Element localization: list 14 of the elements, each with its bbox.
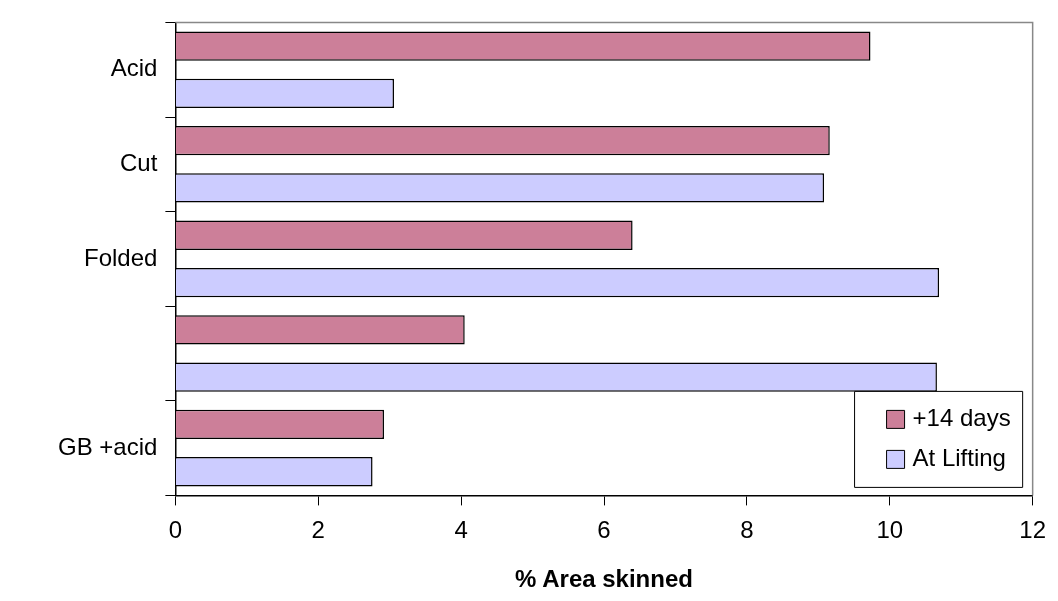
x-tick-label: 8: [740, 516, 754, 544]
x-tick-label: 6: [597, 516, 611, 544]
legend-label: +14 days: [912, 404, 1011, 432]
y-tick-label: GB +acid: [58, 432, 158, 460]
x-tick-label: 4: [454, 516, 468, 544]
y-tick-label: Acid: [110, 54, 158, 82]
x-tick-label: 0: [168, 516, 183, 544]
legend-label: At Lifting: [912, 444, 1006, 472]
x-tick-label: 2: [311, 516, 325, 544]
x-axis-title: % Area skinned: [515, 565, 693, 593]
x-tick-label: 12: [1019, 516, 1046, 544]
y-tick-label: Cut: [120, 148, 158, 176]
y-tick-label: Folded: [84, 243, 158, 271]
x-tick-label: 10: [876, 516, 904, 544]
